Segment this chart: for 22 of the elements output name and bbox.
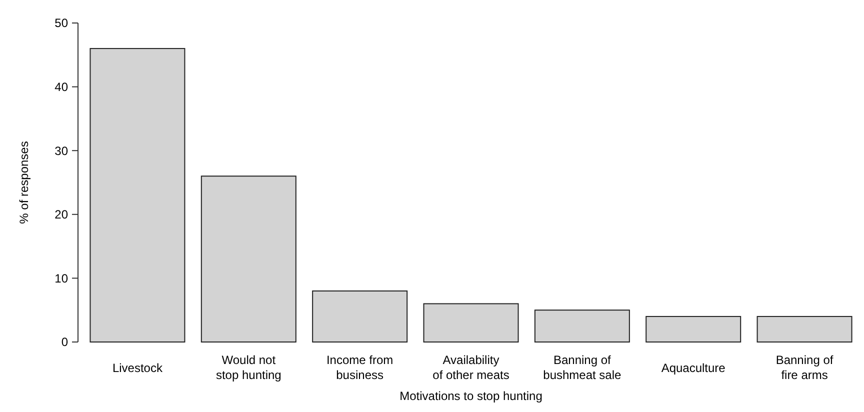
- bar: [200, 176, 296, 342]
- x-tick-label: Income from business: [326, 353, 394, 382]
- bar: [756, 316, 852, 342]
- bar: [312, 290, 408, 342]
- y-tick-label: 20: [54, 208, 68, 222]
- bar: [423, 303, 519, 342]
- x-tick-label: Banning of bushmeat sale: [543, 353, 622, 382]
- y-tick-label: 0: [61, 335, 68, 350]
- x-tick-label: Livestock: [112, 361, 164, 375]
- bar: [90, 48, 186, 342]
- bar: [534, 310, 630, 342]
- bar: [646, 316, 742, 342]
- y-tick-label: 10: [54, 271, 68, 286]
- y-tick-label: 40: [54, 80, 68, 94]
- y-tick-label: 30: [54, 144, 68, 158]
- x-axis-title: Motivations to stop hunting: [400, 389, 542, 403]
- x-tick-label: Aquaculture: [661, 361, 726, 375]
- y-axis-title: % of responses: [17, 141, 31, 224]
- x-tick-label: Availability of other meats: [432, 353, 510, 382]
- y-tick-label: 50: [54, 16, 68, 30]
- x-tick-label: Would not stop hunting: [216, 353, 282, 382]
- x-tick-label: Banning of fire arms: [776, 353, 834, 382]
